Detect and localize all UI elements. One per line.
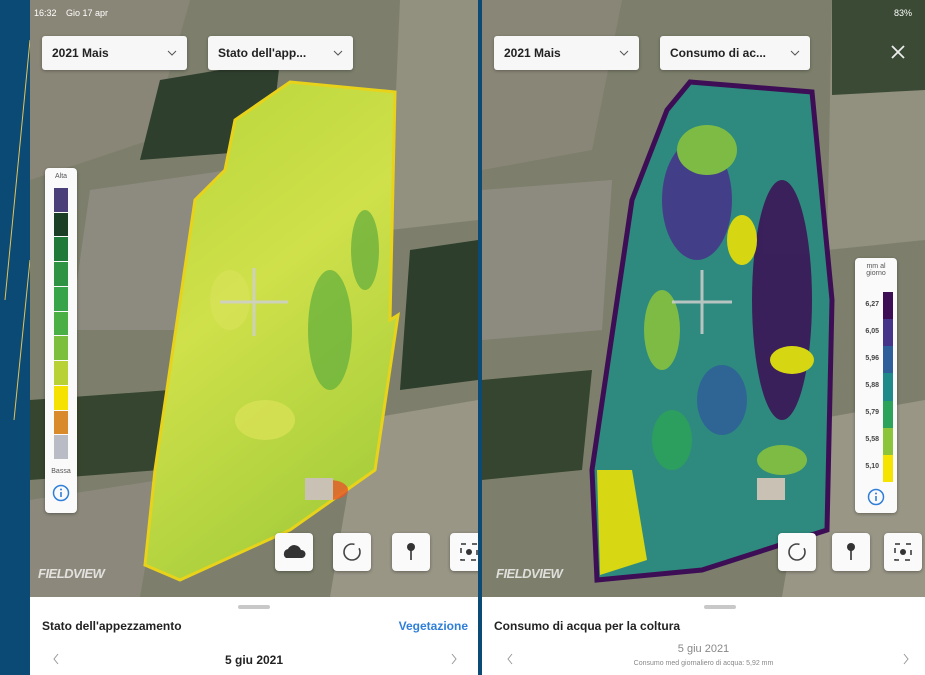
pin-button[interactable] xyxy=(392,533,430,571)
legend-swatch xyxy=(54,237,68,262)
legend-swatch xyxy=(54,435,68,459)
legend: mm al giorno 6,27 6,05 5,96 5,88 5,79 5,58 5,1… xyxy=(855,258,897,513)
info-button[interactable] xyxy=(52,484,70,502)
legend: Alta Bassa xyxy=(45,168,77,513)
legend-swatch xyxy=(54,311,68,336)
next-arrow[interactable] xyxy=(450,653,458,665)
legend-swatch xyxy=(54,385,68,410)
sheet-date: 5 giu 2021 xyxy=(224,653,284,667)
prev-arrow[interactable] xyxy=(506,653,514,665)
chevron-icon xyxy=(333,50,343,56)
legend-swatch xyxy=(54,212,68,237)
dropdown-label: Stato dell'app... xyxy=(218,46,307,60)
sheet-summary: Consumo med giornaliero di acqua: 5,92 m… xyxy=(633,660,774,667)
legend-swatches xyxy=(54,188,68,460)
chevron-icon xyxy=(619,50,629,56)
layer-dropdown[interactable]: Consumo di ac... xyxy=(660,36,810,70)
sheet-title: Stato dell'appezzamento xyxy=(42,619,182,633)
prev-arrow[interactable] xyxy=(52,653,60,665)
pin-button[interactable] xyxy=(832,533,870,571)
legend-top-label: Alta xyxy=(54,173,68,180)
legend-value: 6,27 xyxy=(865,300,879,308)
legend-swatch xyxy=(54,336,68,361)
watermark: FIELDVIEW xyxy=(38,566,105,581)
sheet-title: Consumo di acqua per la coltura xyxy=(494,619,681,633)
locate-button[interactable] xyxy=(884,533,922,571)
dropdown-label: Consumo di ac... xyxy=(670,46,767,60)
season-dropdown[interactable]: 2021 Mais xyxy=(494,36,639,70)
legend-swatch xyxy=(54,286,68,311)
rotate-button[interactable] xyxy=(778,533,816,571)
legend-unit: mm al giorno xyxy=(866,263,886,277)
background-decoration xyxy=(4,39,30,421)
season-dropdown[interactable]: 2021 Mais xyxy=(42,36,187,70)
rotate-button[interactable] xyxy=(333,533,371,571)
legend-value: 5,58 xyxy=(865,436,879,444)
next-arrow[interactable] xyxy=(902,653,910,665)
sheet-handle[interactable] xyxy=(238,605,270,609)
info-button[interactable] xyxy=(867,488,885,506)
legend-swatch xyxy=(883,454,893,482)
legend-swatch xyxy=(883,373,893,401)
legend-value: 5,96 xyxy=(865,354,879,362)
legend-swatch xyxy=(883,427,893,455)
dropdown-label: 2021 Mais xyxy=(504,46,561,60)
legend-swatch xyxy=(54,188,68,212)
status-battery: 83% xyxy=(894,8,913,18)
chevron-icon xyxy=(790,50,800,56)
left-panel: 16:32 Gio 17 apr 2021 Mais Stato dell'ap… xyxy=(30,0,478,675)
dropdown-label: 2021 Mais xyxy=(52,46,109,60)
legend-bottom-label: Bassa xyxy=(51,468,71,475)
legend-swatch xyxy=(54,262,68,286)
watermark: FIELDVIEW xyxy=(496,566,563,581)
right-map xyxy=(482,0,925,597)
bottom-sheet: Stato dell'appezzamento Vegetazione 5 gi… xyxy=(30,597,478,675)
sheet-link[interactable]: Vegetazione xyxy=(398,619,468,633)
legend-value: 5,79 xyxy=(865,409,879,417)
right-panel: 83% 2021 Mais Consumo di ac... mm al gio… xyxy=(482,0,925,675)
status-date: Gio 17 apr xyxy=(66,8,109,18)
close-button[interactable] xyxy=(890,44,906,60)
status-time: 16:32 xyxy=(34,8,57,18)
bottom-sheet: Consumo di acqua per la coltura 5 giu 20… xyxy=(482,597,925,675)
weather-button[interactable] xyxy=(275,533,313,571)
sheet-handle[interactable] xyxy=(704,605,736,609)
sheet-date: 5 giu 2021 xyxy=(677,643,730,655)
left-map xyxy=(30,0,478,597)
legend-swatch xyxy=(883,400,893,428)
legend-swatch xyxy=(54,361,68,385)
legend-swatch xyxy=(54,410,68,435)
legend-swatch xyxy=(883,292,893,320)
layer-dropdown[interactable]: Stato dell'app... xyxy=(208,36,353,70)
chevron-icon xyxy=(167,50,177,56)
legend-swatch xyxy=(883,346,893,374)
legend-value: 5,10 xyxy=(865,463,879,471)
legend-value: 5,88 xyxy=(865,382,879,389)
legend-scale: 6,27 6,05 5,96 5,88 5,79 5,58 5,10 xyxy=(859,292,895,482)
legend-value: 6,05 xyxy=(865,327,879,335)
legend-swatch xyxy=(883,319,893,347)
locate-button[interactable] xyxy=(450,533,478,571)
